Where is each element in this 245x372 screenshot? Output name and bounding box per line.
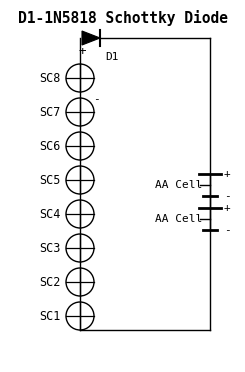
Polygon shape xyxy=(82,31,100,45)
Text: SC4: SC4 xyxy=(40,208,61,221)
Text: SC7: SC7 xyxy=(40,106,61,119)
Text: D1-1N5818 Schottky Diode: D1-1N5818 Schottky Diode xyxy=(17,10,228,26)
Text: -: - xyxy=(224,225,231,235)
Text: SC6: SC6 xyxy=(40,140,61,153)
Text: +: + xyxy=(224,203,231,213)
Text: SC3: SC3 xyxy=(40,241,61,254)
Text: SC5: SC5 xyxy=(40,173,61,186)
Text: D1: D1 xyxy=(105,52,119,62)
Text: SC1: SC1 xyxy=(40,310,61,323)
Text: AA Cell: AA Cell xyxy=(155,214,202,224)
Text: -: - xyxy=(93,94,99,104)
Text: -: - xyxy=(224,191,231,201)
Text: AA Cell: AA Cell xyxy=(155,180,202,190)
Text: SC2: SC2 xyxy=(40,276,61,289)
Text: SC8: SC8 xyxy=(40,71,61,84)
Text: +: + xyxy=(78,45,86,58)
Text: +: + xyxy=(224,169,231,179)
